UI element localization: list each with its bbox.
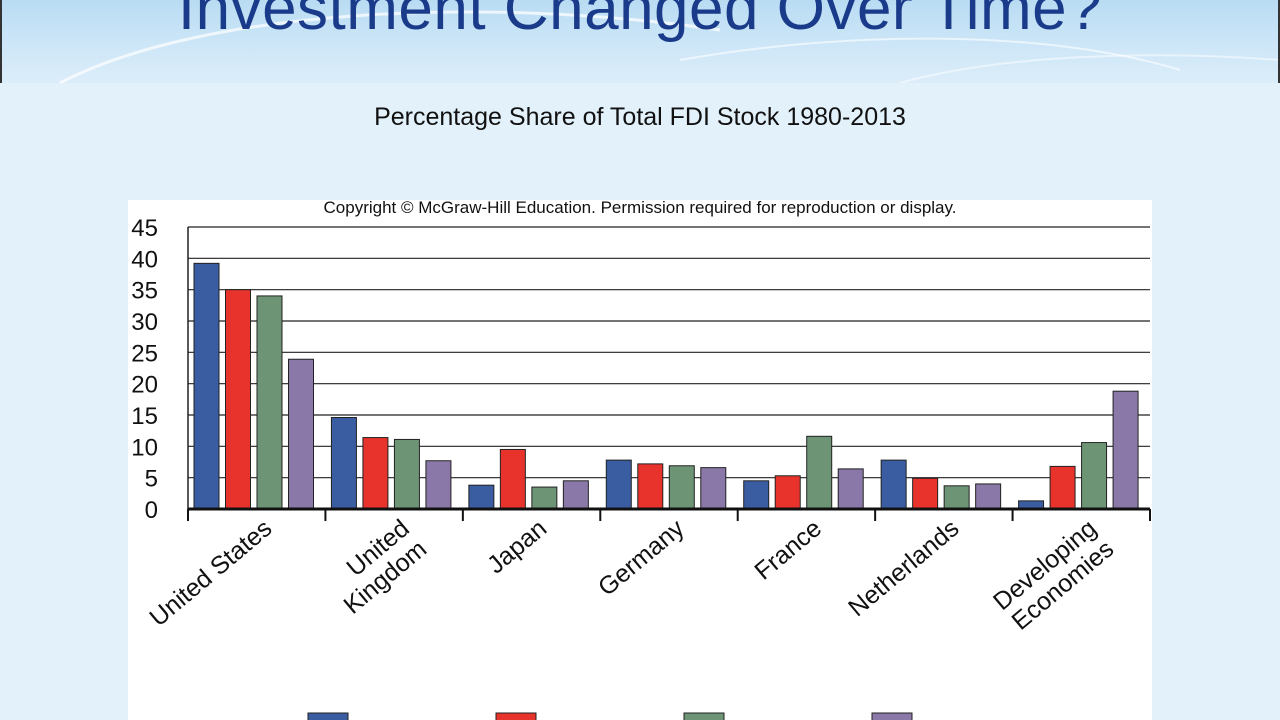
slide-title: Investment Changed Over Time? (177, 0, 1103, 43)
y-tick-label: 25 (131, 340, 158, 367)
bar (774, 475, 801, 510)
x-category-label: Netherlands (843, 514, 964, 622)
bar (1081, 442, 1108, 510)
bar (837, 468, 864, 510)
bar (1049, 465, 1076, 510)
y-tick-label: 5 (145, 466, 158, 493)
y-tick-label: 15 (131, 403, 158, 430)
bar (975, 483, 1002, 510)
frame-border-left (0, 0, 2, 83)
bar-chart: 0 5 10 15 20 25 30 35 40 45 United States UnitedKin… (131, 215, 1151, 720)
x-category-label-line: Germany (593, 514, 690, 602)
bar (256, 295, 283, 510)
bar (330, 417, 357, 510)
title-banner: Investment Changed Over Time? (0, 0, 1280, 83)
y-tick-label: 45 (131, 215, 158, 242)
bar (193, 262, 220, 510)
y-tick-label: 40 (131, 246, 158, 273)
bar (743, 480, 770, 510)
bar (880, 459, 907, 510)
legend-swatch (871, 712, 913, 720)
bar (531, 486, 558, 510)
x-category-label-line: France (749, 514, 827, 585)
bar (225, 289, 251, 510)
bar (288, 358, 314, 510)
y-tick-label: 0 (145, 497, 158, 524)
x-category-label-line: Netherlands (843, 514, 964, 622)
x-category-label: Japan (482, 514, 552, 579)
x-category-label: United States (144, 514, 277, 632)
x-category-label: Germany (593, 514, 690, 602)
y-tick-label: 35 (131, 278, 158, 305)
bar (468, 484, 495, 510)
banner-swoosh-decoration (59, 10, 1280, 83)
y-tick-label: 20 (131, 372, 158, 399)
legend-swatch (683, 712, 725, 720)
x-category-label: France (749, 514, 827, 585)
bar (912, 477, 939, 510)
x-category-label-line: Japan (482, 514, 552, 579)
bar (499, 448, 526, 510)
bar (362, 437, 389, 510)
x-category-label-line: United States (144, 514, 277, 632)
bar (700, 467, 727, 510)
bar (1112, 390, 1139, 510)
legend-swatch (495, 712, 537, 720)
bar (668, 465, 695, 510)
bar (605, 459, 632, 510)
y-tick-label: 30 (131, 309, 158, 336)
frame-border-right (1278, 0, 1280, 83)
chart-panel: 0 5 10 15 20 25 30 35 40 45 United States UnitedKin… (128, 200, 1152, 720)
bar (943, 485, 970, 510)
copyright-notice: Copyright © McGraw-Hill Education. Permi… (323, 198, 957, 217)
legend-swatch (307, 712, 349, 720)
x-category-label: UnitedKingdom (321, 514, 432, 620)
bar (637, 463, 664, 510)
x-category-label: DevelopingEconomies (988, 514, 1119, 637)
y-tick-label: 10 (131, 434, 158, 461)
bar (393, 438, 420, 510)
bar (806, 435, 833, 510)
bar (562, 480, 589, 510)
chart-title: Percentage Share of Total FDI Stock 1980… (374, 103, 906, 131)
bar (425, 460, 452, 510)
